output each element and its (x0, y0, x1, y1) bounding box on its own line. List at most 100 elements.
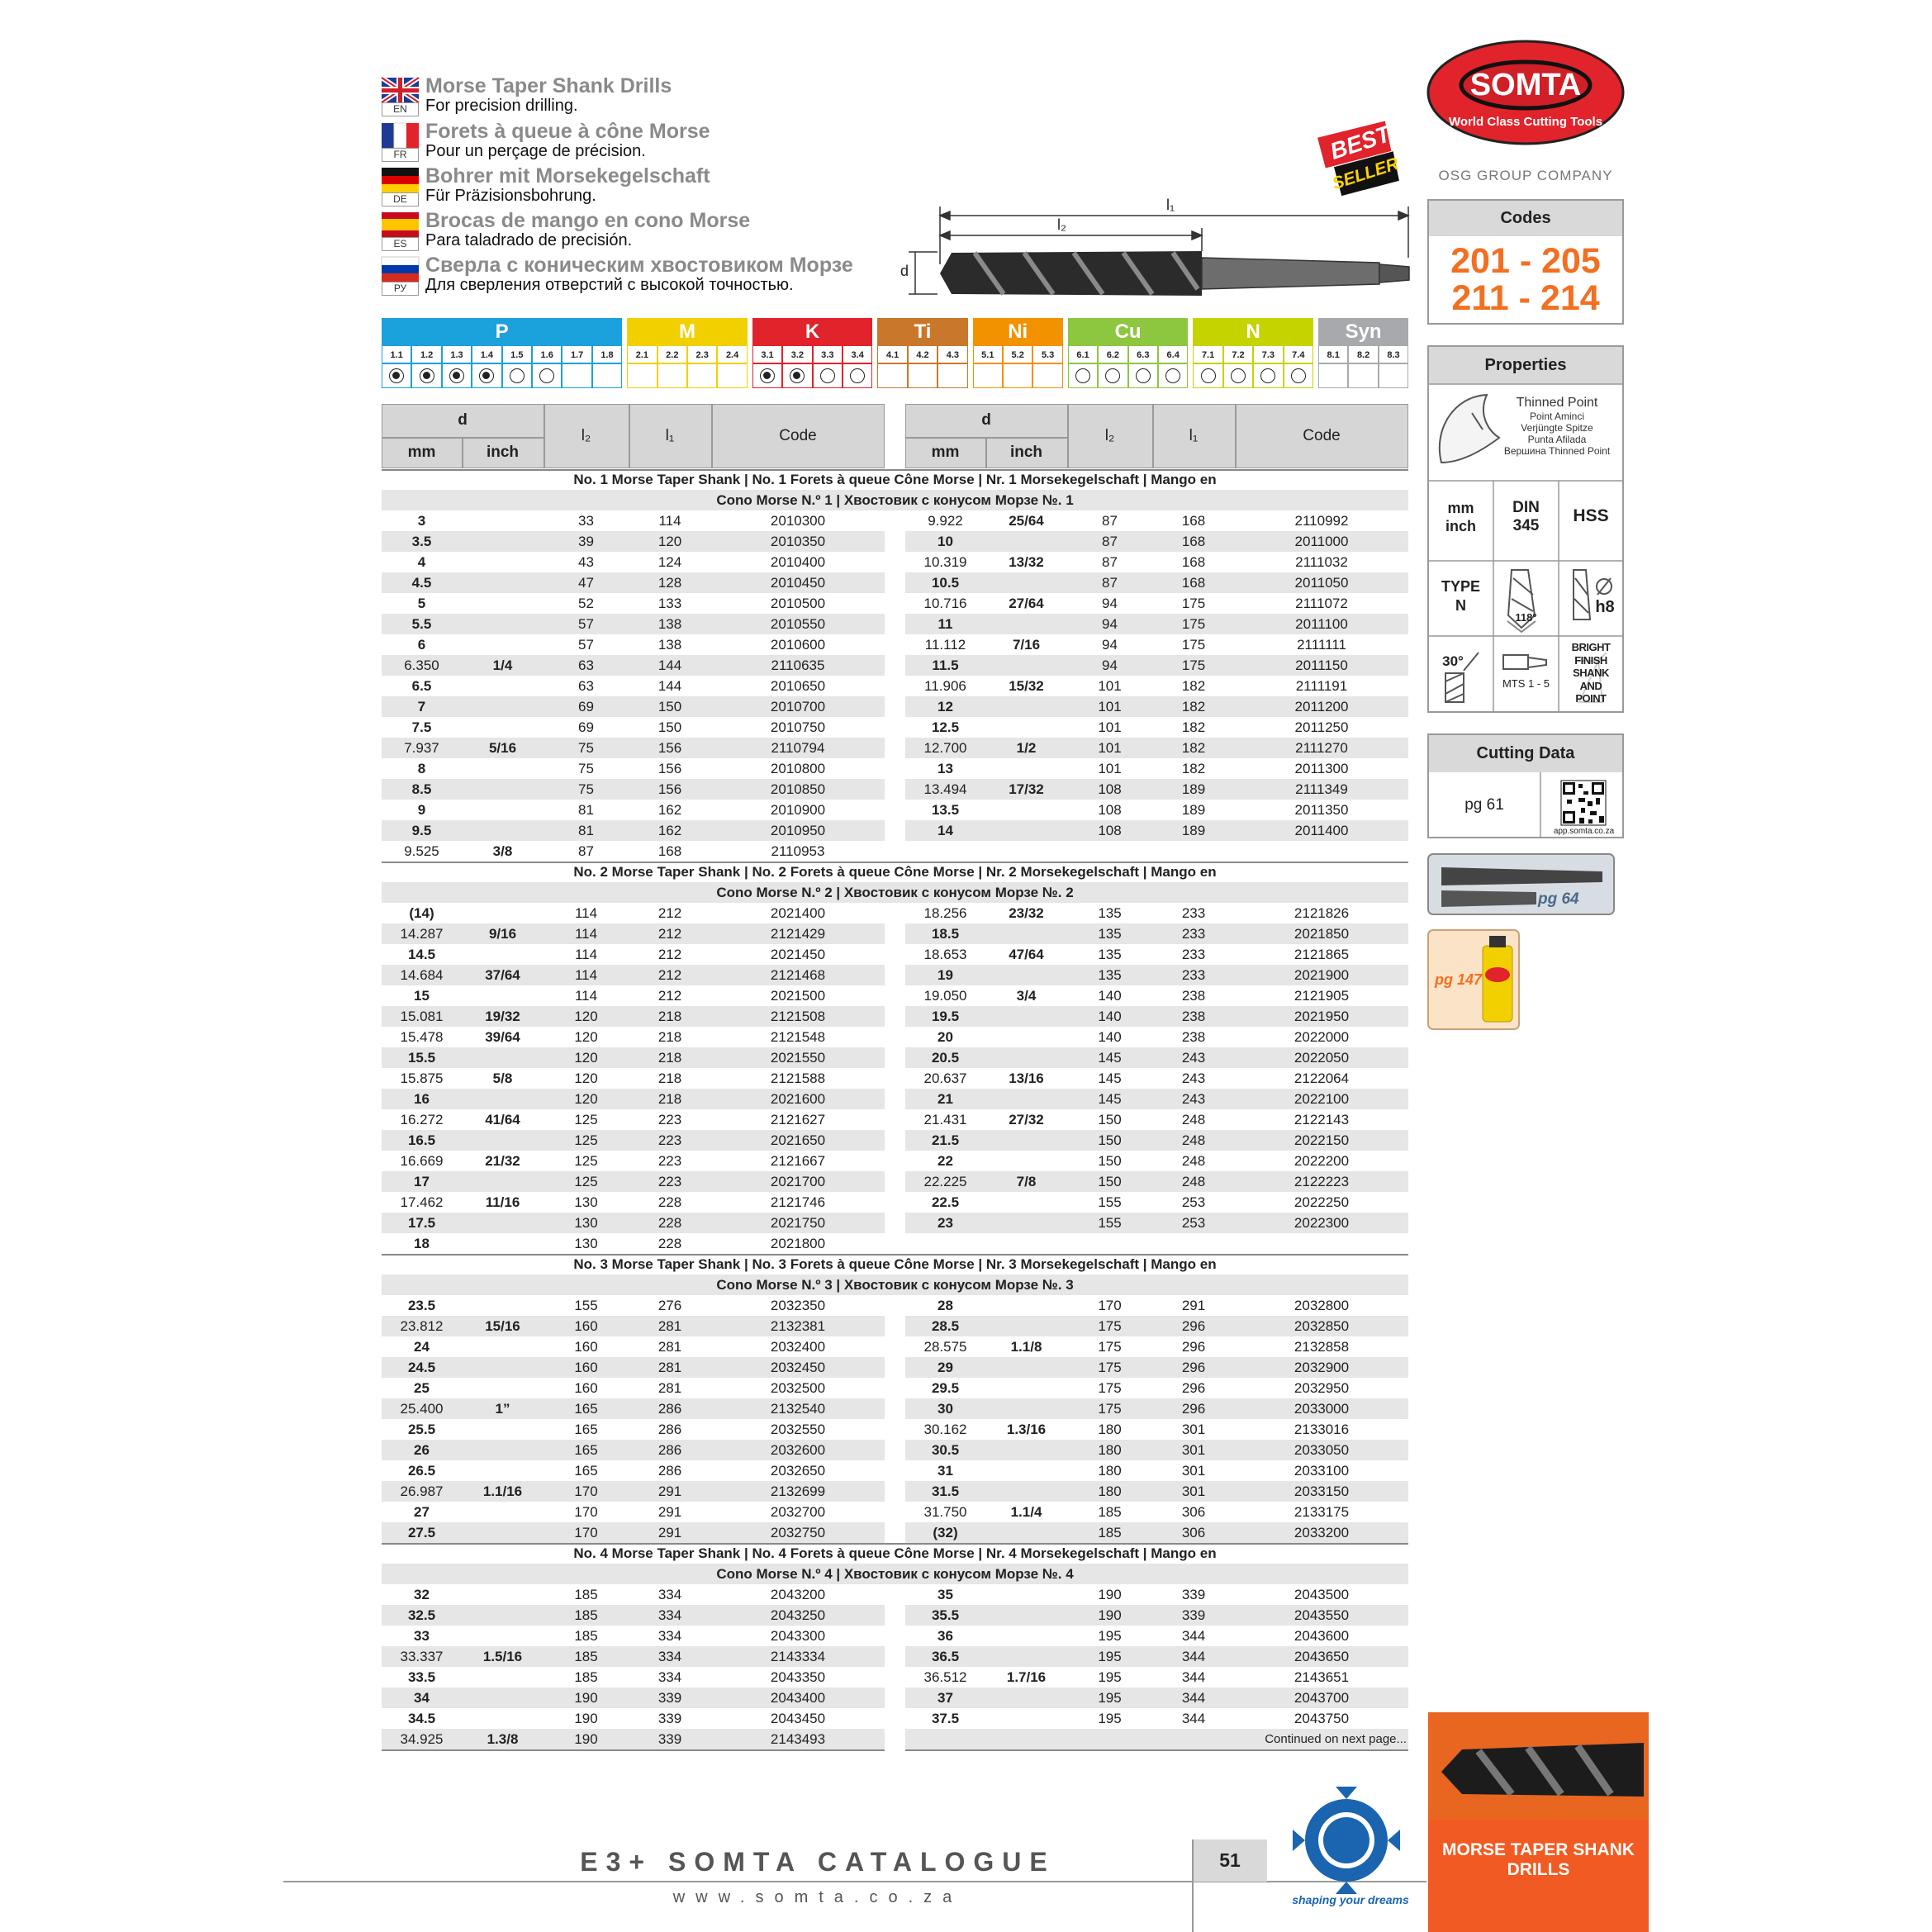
material-subgroup: 1.6 (532, 345, 563, 363)
table-cell: 2110635 (771, 657, 825, 673)
table-cell: 145 (1098, 1070, 1122, 1086)
table-cell: 35 (938, 1587, 953, 1602)
table-cell: 17 (414, 1174, 430, 1189)
table-cell: 2121627 (770, 1112, 826, 1127)
suitability (1231, 368, 1246, 383)
material-group: K (752, 318, 873, 345)
row-bg (905, 923, 1408, 944)
table-cell: 47/64 (1009, 947, 1044, 962)
table-cell: 2143334 (770, 1649, 826, 1664)
table-cell: 218 (657, 1009, 682, 1024)
table-rule (905, 1749, 1408, 1751)
table-cell: 2033200 (1294, 1525, 1350, 1540)
table-cell: 24.5 (407, 1360, 436, 1375)
table-cell: 20.5 (931, 1050, 960, 1066)
table-cell: 7/16 (1012, 637, 1041, 653)
table-cell: 160 (574, 1339, 598, 1355)
table-cell: 101 (1098, 719, 1122, 735)
table-header-bg (382, 404, 885, 468)
table-cell: 160 (574, 1318, 598, 1334)
table-cell: 120 (574, 1029, 598, 1045)
row-bg (905, 1688, 1408, 1708)
section-label: MORSE TAPER SHANK DRILLS (1442, 1840, 1635, 1879)
table-cell: 296 (1181, 1380, 1206, 1396)
material-subgroup: 1.5 (501, 345, 532, 363)
table-cell: 14.5 (407, 947, 436, 962)
table-cell: 2121548 (770, 1029, 826, 1045)
table-cell: 2043250 (770, 1607, 826, 1623)
header-cell: Code (779, 427, 817, 444)
section-title: Cono Morse N.º 2 | Хвостовик с конусом М… (716, 885, 1074, 900)
table-cell: 2111349 (1295, 781, 1348, 797)
row-bg (905, 531, 1408, 552)
table-cell: 37.5 (931, 1711, 960, 1726)
table-cell: 2022250 (1294, 1194, 1350, 1210)
table-cell: 2011150 (1295, 657, 1348, 673)
table-cell: 238 (1181, 988, 1206, 1004)
table-cell: 233 (1181, 967, 1206, 983)
table-cell: 2032350 (770, 1298, 826, 1313)
language-subtitle: Для сверления отверстий с высокой точнос… (425, 276, 794, 294)
language-subtitle: Für Präzisionsbohrung. (425, 187, 596, 205)
table-cell: 22 (938, 1153, 953, 1169)
table-cell: 39/64 (485, 1029, 520, 1045)
table-cell: 6 (417, 637, 426, 653)
material-group: P (382, 318, 623, 345)
table-cell: 31.750 (923, 1504, 967, 1520)
table-cell: 165 (574, 1463, 598, 1479)
table-cell: 15/16 (485, 1318, 520, 1334)
table-cell: 120 (574, 1050, 598, 1066)
suitability-cell (591, 363, 623, 388)
table-cell: 2021850 (1294, 926, 1350, 942)
suitability (539, 368, 555, 383)
table-cell: 334 (657, 1649, 682, 1664)
table-cell: 2021650 (770, 1132, 826, 1148)
material-group: Ni (972, 318, 1063, 345)
table-cell: 190 (1098, 1607, 1122, 1623)
table-cell: 2022100 (1294, 1091, 1350, 1107)
table-cell: 2043650 (1294, 1649, 1350, 1664)
suitability-cell (501, 363, 532, 388)
table-cell: 2011400 (1294, 823, 1349, 838)
table-cell: 189 (1181, 781, 1206, 797)
table-cell: 233 (1181, 947, 1206, 962)
table-cell: 29 (938, 1360, 953, 1375)
table-cell: 140 (1098, 1009, 1122, 1024)
table-cell: 212 (657, 947, 682, 962)
table-cell: 37/64 (485, 967, 520, 983)
table-cell: 12.5 (931, 719, 960, 735)
table-cell: 124 (657, 554, 682, 570)
table-cell: 18.653 (923, 947, 967, 962)
table-cell: 170 (574, 1504, 598, 1520)
table-cell: 13.5 (931, 802, 960, 818)
table-cell: 26.5 (407, 1463, 436, 1479)
fluid-page: pg 147 (1435, 971, 1483, 988)
table-cell: 195 (1098, 1669, 1122, 1685)
row-bg (382, 1213, 885, 1233)
table-cell: 94 (1102, 596, 1118, 611)
suitability-cell (657, 363, 687, 388)
header-cell: l₂ (1104, 427, 1115, 444)
table-cell: 13.494 (923, 781, 967, 797)
suitability (449, 368, 464, 383)
table-cell: 2010850 (770, 781, 826, 797)
table-cell: 4 (417, 554, 426, 570)
table-cell: 135 (1098, 905, 1122, 921)
suitability (760, 368, 775, 383)
section-title-bg (382, 882, 1408, 903)
section-title-bg (382, 862, 1408, 882)
table-cell: 87 (1102, 534, 1118, 549)
table-cell: 2032700 (770, 1504, 826, 1520)
table-cell: 9.5 (411, 823, 432, 838)
header-rule (462, 437, 463, 468)
table-cell: 291 (657, 1525, 682, 1540)
table-cell: 175 (1098, 1401, 1122, 1417)
table-cell: 156 (657, 761, 682, 776)
table-cell: 1/2 (1016, 740, 1037, 756)
properties-grid (1428, 383, 1623, 712)
table-cell: 23.5 (407, 1298, 436, 1313)
table-cell: 27/32 (1009, 1112, 1044, 1127)
table-cell: 87 (1102, 575, 1118, 591)
row-bg (382, 1089, 885, 1109)
table-cell: 2032850 (1294, 1318, 1350, 1334)
